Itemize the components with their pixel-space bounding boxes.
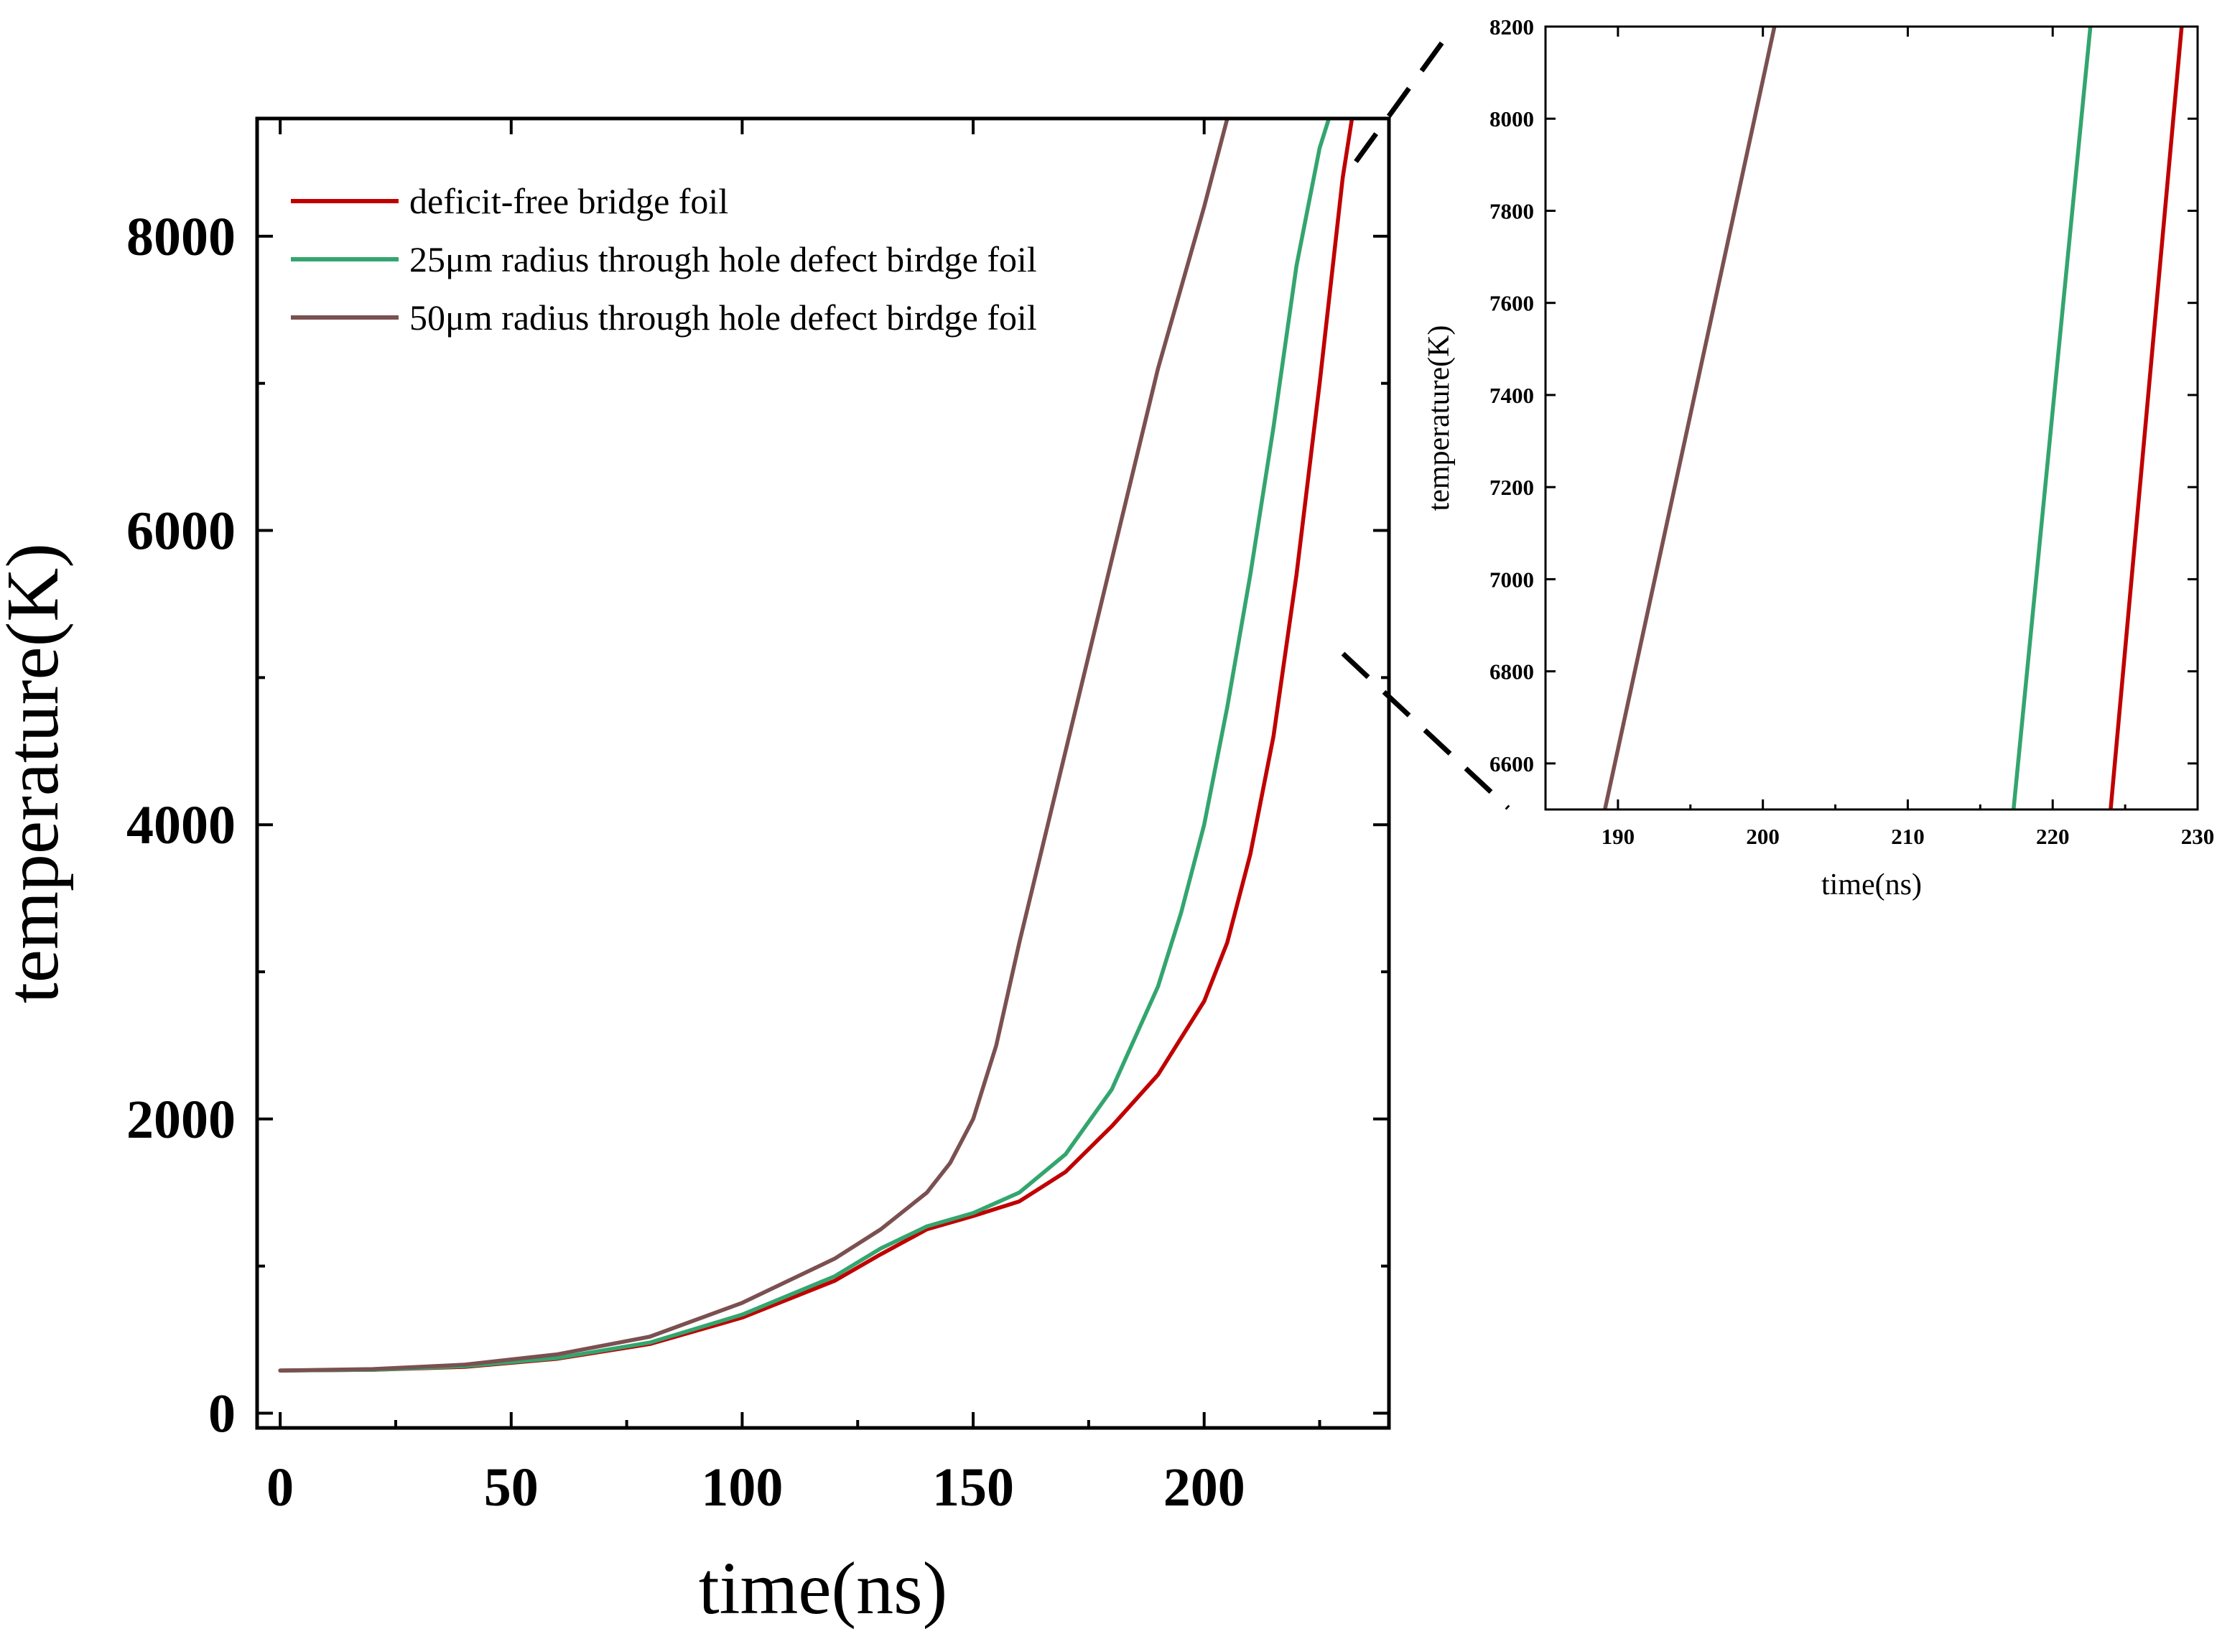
inset-y-tick-label: 7400: [1489, 383, 1534, 408]
inset-y-tick-label: 8200: [1489, 14, 1534, 40]
main-y-tick-label: 6000: [126, 501, 236, 562]
inset-y-tick-label: 7000: [1489, 567, 1534, 592]
legend-label: 25μm radius through hole defect birdge f…: [409, 239, 1037, 279]
inset-axis-ticks: 190 200 210 220 230 6600 6800 7000 7200 7400 7600 7…: [1489, 14, 2214, 849]
main-x-tick-label: 0: [266, 1457, 294, 1518]
inset-y-tick-label: 6800: [1489, 659, 1534, 685]
inset-plot-frame: [1544, 25, 2199, 811]
main-series-line-3: [278, 119, 1230, 1373]
inset-y-axis-label: temperature(K): [1423, 325, 1456, 511]
inset-x-tick-label: 230: [2181, 824, 2215, 849]
main-x-tick-label: 100: [701, 1457, 783, 1518]
main-y-tick-label: 8000: [126, 207, 236, 267]
inset-x-tick-label: 200: [1746, 824, 1780, 849]
legend-label: 50μm radius through hole defect birdge f…: [409, 297, 1037, 338]
inset-y-tick-label: 7800: [1489, 198, 1534, 223]
inset-series-line-3: [1602, 27, 1777, 809]
main-x-tick-label: 150: [932, 1457, 1014, 1518]
inset-y-tick-label: 7200: [1489, 475, 1534, 500]
inset-y-tick-label: 7600: [1489, 291, 1534, 316]
inset-y-tick-label: 6600: [1489, 751, 1534, 776]
zoom-connectors: [1341, 27, 1510, 810]
zoom-connector-bottom: [1341, 651, 1510, 810]
inset-y-tick-label: 8000: [1489, 106, 1534, 131]
inset-x-tick-label: 210: [1891, 824, 1925, 849]
main-x-tick-label: 50: [484, 1457, 539, 1518]
legend: deficit-free bridge foil 25μm radius thro…: [291, 181, 1037, 338]
main-series-line-2: [278, 119, 1331, 1373]
zoom-connector-top: [1354, 27, 1454, 164]
inset-x-tick-label: 190: [1602, 824, 1635, 849]
main-y-tick-label: 0: [208, 1384, 236, 1444]
main-y-tick-label: 4000: [126, 795, 236, 855]
inset-series-line-2: [2011, 27, 2093, 809]
main-plot-frame: [255, 116, 1391, 1430]
inset-series-line-1: [2109, 27, 2184, 809]
main-x-axis-label: time(ns): [699, 1547, 948, 1630]
main-x-tick-label: 200: [1163, 1457, 1245, 1518]
legend-label: deficit-free bridge foil: [409, 181, 728, 221]
main-y-axis-label: temperature(K): [0, 543, 74, 1003]
main-series-lines: [278, 119, 1354, 1373]
inset-x-axis-label: time(ns): [1821, 868, 1922, 901]
inset-chart: 190 200 210 220 230 6600 6800 7000 7200 7400 7600 7…: [1423, 14, 2214, 901]
inset-series-lines: [1602, 27, 2184, 809]
inset-x-tick-label: 220: [2036, 824, 2070, 849]
main-y-tick-label: 2000: [126, 1090, 236, 1150]
